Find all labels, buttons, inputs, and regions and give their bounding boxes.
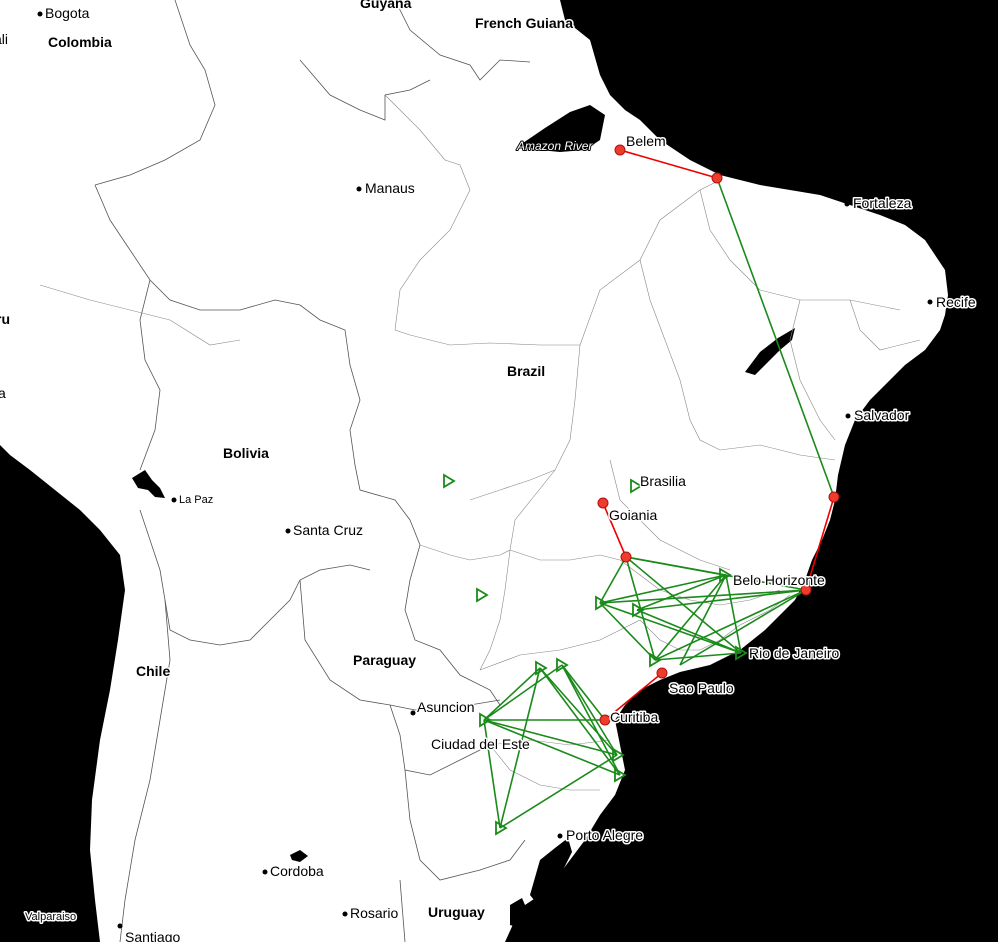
label-guyana: Guyana bbox=[360, 0, 412, 11]
triangle-marker[interactable] bbox=[443, 473, 456, 489]
node-curitiba[interactable] bbox=[599, 714, 611, 726]
label-colombia: Colombia bbox=[48, 34, 112, 50]
triangle-marker[interactable] bbox=[535, 660, 548, 676]
label-peru-partial: ru bbox=[0, 311, 10, 327]
label-bogota: Bogota bbox=[45, 5, 90, 21]
label-la-paz: La Paz bbox=[179, 494, 213, 506]
triangle-marker[interactable] bbox=[719, 567, 732, 583]
label-french-guiana: French Guiana bbox=[475, 15, 573, 31]
triangle-nodes bbox=[443, 473, 748, 836]
label-santa-cruz: Santa Cruz bbox=[293, 522, 363, 538]
label-uruguay: Uruguay bbox=[428, 904, 485, 920]
node-bahia-coast[interactable] bbox=[828, 491, 840, 503]
lake-titicaca bbox=[132, 470, 165, 498]
label-chile: Chile bbox=[136, 663, 170, 679]
label-rio-de-janeiro: Rio de Janeiro bbox=[749, 645, 839, 661]
cordoba-lake bbox=[290, 850, 308, 862]
triangle-marker[interactable] bbox=[495, 820, 508, 836]
green-routes bbox=[483, 177, 835, 829]
triangle-marker[interactable] bbox=[479, 712, 492, 728]
triangle-marker[interactable] bbox=[632, 602, 645, 618]
node-north[interactable] bbox=[711, 172, 723, 184]
label-amazon-river: Amazon River bbox=[516, 139, 593, 153]
city-labels: Bogota Manaus Belem Fortaleza Recife Sal… bbox=[24, 4, 978, 942]
landmass bbox=[0, 0, 948, 942]
label-sao-paulo: Sao Paulo bbox=[669, 680, 734, 696]
label-partial-ali: ali bbox=[0, 31, 8, 47]
node-espirito-santo[interactable] bbox=[800, 584, 812, 596]
label-santiago: Santiago bbox=[125, 929, 180, 942]
triangle-marker[interactable] bbox=[649, 652, 662, 668]
sobradinho-reservoir bbox=[745, 328, 795, 375]
triangle-marker[interactable] bbox=[735, 645, 748, 661]
label-brazil: Brazil bbox=[507, 363, 545, 379]
triangle-marker[interactable] bbox=[556, 657, 569, 673]
label-rosario: Rosario bbox=[350, 905, 398, 921]
label-manaus: Manaus bbox=[365, 180, 415, 196]
label-partial-a: a bbox=[0, 385, 6, 401]
country-labels: Guyana French Guiana Colombia Brazil Bol… bbox=[0, 0, 575, 922]
node-sao-paulo[interactable] bbox=[656, 667, 668, 679]
label-cordoba: Cordoba bbox=[270, 863, 324, 879]
node-goiania[interactable] bbox=[597, 497, 609, 509]
node-south-goias[interactable] bbox=[620, 551, 632, 563]
label-goiania: Goiania bbox=[609, 507, 657, 523]
label-asuncion: Asuncion bbox=[417, 699, 475, 715]
borders bbox=[39, 0, 921, 942]
triangle-marker[interactable] bbox=[476, 587, 489, 603]
label-valparaiso: Valparaiso bbox=[25, 911, 76, 923]
triangle-marker[interactable] bbox=[614, 767, 627, 783]
label-curitiba: Curitiba bbox=[610, 709, 658, 725]
node-belem[interactable] bbox=[614, 144, 626, 156]
hub-nodes bbox=[597, 144, 840, 726]
triangle-marker[interactable] bbox=[595, 595, 608, 611]
red-routes bbox=[602, 149, 835, 721]
label-belem: Belem bbox=[626, 133, 666, 149]
label-salvador: Salvador bbox=[854, 407, 910, 423]
label-belo-horizonte: Belo Horizonte bbox=[733, 572, 825, 588]
label-paraguay: Paraguay bbox=[353, 652, 416, 668]
label-ciudad-del-este: Ciudad del Este bbox=[431, 736, 530, 752]
label-bolivia: Bolivia bbox=[223, 445, 269, 461]
triangle-marker[interactable] bbox=[630, 478, 643, 494]
label-brasilia: Brasilia bbox=[640, 473, 686, 489]
lagoa-dos-patos bbox=[530, 838, 572, 905]
label-porto-alegre: Porto Alegre bbox=[566, 827, 643, 843]
triangle-marker[interactable] bbox=[612, 747, 625, 763]
label-fortaleza: Fortaleza bbox=[853, 195, 912, 211]
city-dots bbox=[37, 11, 933, 929]
label-recife: Recife bbox=[936, 294, 976, 310]
amazon-delta bbox=[520, 105, 605, 152]
uruguay-lagoon bbox=[510, 898, 528, 928]
